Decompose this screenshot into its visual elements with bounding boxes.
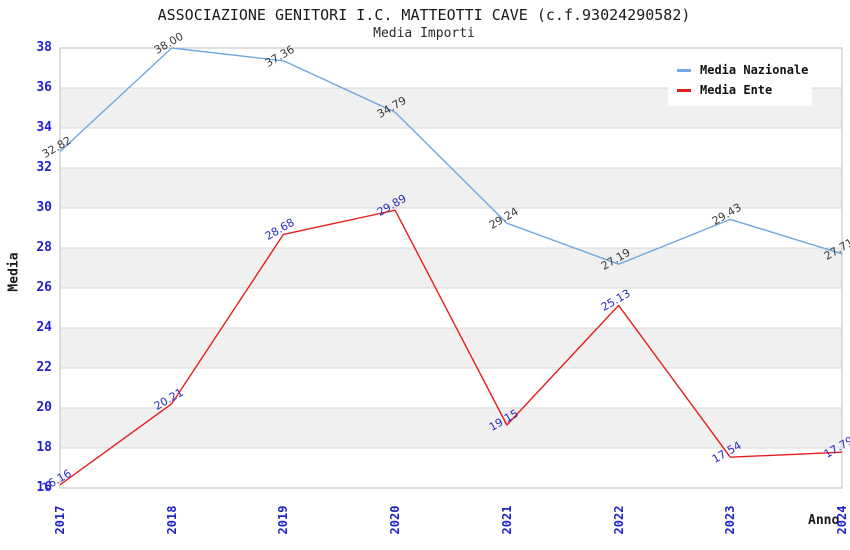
legend: Media Nazionale Media Ente [668,52,812,106]
y-tick-label: 22 [36,360,52,375]
y-tick-label: 26 [36,280,52,295]
legend-item-ente: Media Ente [668,80,812,100]
nazionale-line-swatch-icon [677,68,691,72]
y-tick-label: 18 [36,440,52,455]
legend-label-ente: Media Ente [700,83,773,97]
y-tick-label: 28 [36,240,52,255]
x-axis-title: Anno [808,513,840,528]
y-tick-label: 20 [36,400,52,415]
y-tick-label: 32 [36,160,52,175]
y-tick-label: 34 [36,120,52,135]
ente-line-swatch-icon [677,88,691,92]
y-tick-label: 38 [36,40,52,55]
y-tick-label: 36 [36,80,52,95]
chart-title: ASSOCIAZIONE GENITORI I.C. MATTEOTTI CAV… [157,6,691,24]
y-tick-label: 16 [36,480,52,495]
chart-subtitle: Media Importi [373,26,475,41]
y-tick-label: 24 [36,320,52,335]
legend-item-nazionale: Media Nazionale [668,60,812,80]
y-tick-label: 30 [36,200,52,215]
legend-label-nazionale: Media Nazionale [700,63,809,77]
